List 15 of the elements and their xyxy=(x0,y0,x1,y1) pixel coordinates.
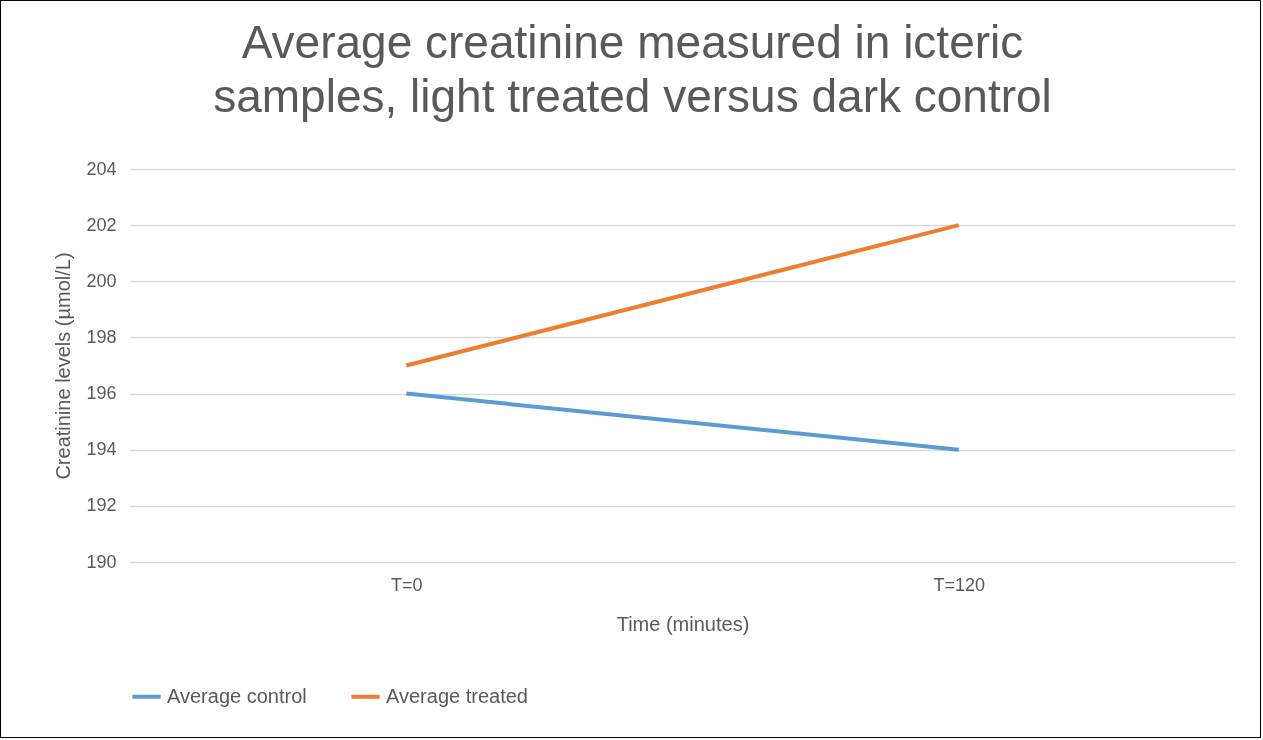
y-tick-label: 192 xyxy=(86,495,117,516)
y-tick-label: 198 xyxy=(86,326,117,347)
x-axis-title: Time (minutes) xyxy=(616,612,750,635)
y-tick-label: 190 xyxy=(86,551,117,572)
chart-title: Average creatinine measured in icteric samples, light treated versus dark control xyxy=(213,16,1052,122)
y-tick-label: 196 xyxy=(86,383,117,404)
x-tick-label: T=0 xyxy=(390,574,423,595)
y-tick-label: 200 xyxy=(86,270,117,291)
x-tick-label: T=120 xyxy=(933,574,986,595)
legend-label: Average control xyxy=(167,684,307,707)
y-tick-label: 204 xyxy=(86,158,117,179)
y-tick-label: 202 xyxy=(86,214,117,235)
y-tick-label: 194 xyxy=(86,439,117,460)
legend-label: Average treated xyxy=(386,684,528,707)
y-axis-title: Creatinine levels (µmol/L) xyxy=(52,252,75,480)
